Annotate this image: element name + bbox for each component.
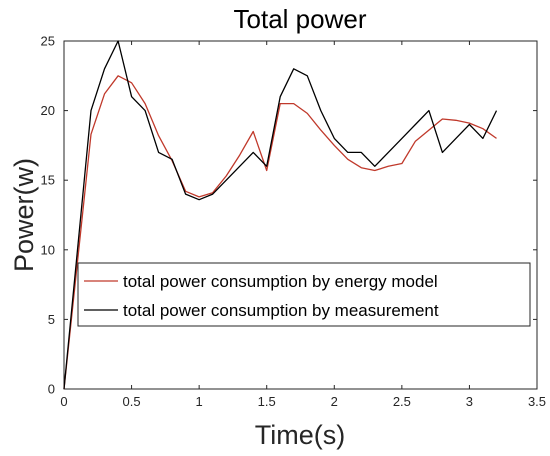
y-axis: 0 5 10 15 20 25 (41, 34, 537, 397)
x-axis: 0 0.5 1 1.5 2 2.5 3 3.5 (60, 41, 546, 409)
x-tick-label: 0 (60, 394, 67, 409)
x-tick-label: 2.5 (393, 394, 411, 409)
series-line-measurement (63, 40, 498, 390)
legend-label-measurement: total power consumption by measurement (123, 301, 439, 320)
y-axis-title: Power(w) (9, 158, 39, 272)
x-tick-label: 1 (196, 394, 203, 409)
legend-label-energy-model: total power consumption by energy model (123, 272, 438, 291)
y-tick-label: 0 (48, 382, 55, 397)
legend: total power consumption by energy model … (77, 262, 531, 327)
y-tick-label: 25 (41, 34, 55, 49)
y-tick-label: 5 (48, 312, 55, 327)
y-tick-label: 20 (41, 103, 55, 118)
chart-title: Total power (234, 4, 367, 34)
plot-area-frame (63, 40, 538, 390)
series-line-energy-model (63, 75, 497, 390)
x-tick-label: 3.5 (528, 394, 546, 409)
x-tick-label: 2 (331, 394, 338, 409)
x-tick-label: 0.5 (123, 394, 141, 409)
x-tick-label: 1.5 (258, 394, 276, 409)
y-tick-label: 10 (41, 242, 55, 257)
y-tick-label: 15 (41, 173, 55, 188)
x-tick-label: 3 (466, 394, 473, 409)
x-axis-title: Time(s) (255, 420, 345, 450)
legend-box (77, 262, 531, 327)
series-layer (63, 40, 498, 390)
